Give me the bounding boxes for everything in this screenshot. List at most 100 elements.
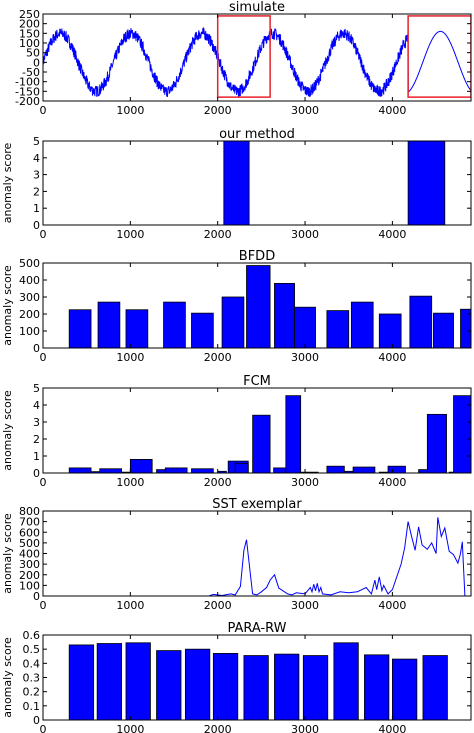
panel-sst-exemplar: 0 1000 2000 3000 4000 01002003004005006007008… [1,497,472,612]
x-tick-label: 4000 [378,476,406,489]
x-tick-label: 3000 [291,104,319,117]
bar-0 [68,309,92,348]
chart-title: our method [219,127,295,142]
bar-1 [96,643,123,720]
bar-6 [243,655,269,720]
plot-area [43,15,471,98]
y-tick-label: 500 [19,537,40,550]
y-tick-label: 100 [19,37,40,50]
y-tick-label: 4 [33,399,40,412]
y-axis-label: anomaly score [1,143,14,224]
y-tick-label: 0.5 [23,643,41,656]
y-tick-label: 150 [19,27,40,40]
chart-title: FCM [243,374,271,389]
bar-6 [164,467,188,473]
x-tick-label: 1000 [116,723,144,733]
x-tick-label: 0 [40,228,47,241]
x-tick-label: 4000 [378,104,406,117]
highlight-box-0 [216,15,271,98]
bar-5 [212,653,239,720]
bar-12 [273,467,287,473]
x-tick-label: 1000 [116,104,144,117]
y-axis-label: anomaly score [1,265,14,346]
series-line-0 [43,26,471,98]
y-tick-label: 0 [33,219,40,232]
x-tick-label: 2000 [204,599,232,612]
axes-frame [42,13,472,102]
bar-9 [326,310,350,348]
y-tick-label: 500 [19,257,40,270]
x-tick-label: 0 [40,599,47,612]
bar-0 [68,467,92,473]
chart-title: BFDD [239,249,275,264]
x-tick-label: 3000 [291,599,319,612]
x-tick-label: 2000 [204,476,232,489]
x-tick-label: 2000 [204,723,232,733]
plot-area [68,395,471,473]
y-tick-label: 300 [19,291,40,304]
x-tick-label: 0 [40,723,47,733]
y-tick-label: 100 [19,325,40,338]
bar-4 [184,648,211,720]
y-tick-label: -50 [22,66,40,79]
bar-9 [333,642,359,720]
x-tick-label: 1000 [116,228,144,241]
x-tick-label: 0 [40,351,47,364]
highlight-box-1 [407,15,471,98]
bar-7 [274,282,295,348]
x-tick-label: 0 [40,104,47,117]
bar-1 [407,141,446,225]
bar-3 [163,301,186,348]
axes-frame [42,262,472,349]
x-tick-label: 2000 [204,228,232,241]
y-tick-label: 0.3 [23,672,41,685]
y-tick-label: 0.4 [23,657,41,670]
bar-7 [191,468,214,473]
plot-area [223,141,446,225]
y-axis-label: anomaly score [1,637,14,718]
y-tick-label: 0 [33,56,40,69]
series-line-0 [43,517,471,596]
y-tick-label: 1 [33,450,40,463]
y-axis-label: anomaly score [1,513,14,594]
y-tick-label: 4 [33,152,40,165]
y-tick-label: 5 [33,382,40,395]
y-tick-label: 250 [19,8,40,21]
axes-frame [42,387,472,474]
bar-1 [97,301,121,348]
y-tick-label: 2 [33,433,40,446]
plot-area [68,642,448,720]
bar-12 [409,295,433,348]
bar-17 [352,466,376,473]
y-tick-label: 200 [19,308,40,321]
y-tick-label: 2 [33,185,40,198]
bar-2 [125,309,149,348]
panel-simulate: 0 1000 2000 3000 4000-200-150-100-5005010015… [15,0,472,117]
bar-7 [274,653,300,720]
y-tick-label: 0 [33,467,40,480]
bar-5 [221,296,245,348]
bar-8 [294,306,316,348]
bar-0 [223,141,250,225]
y-tick-label: 0 [33,590,40,603]
bar-2 [99,468,123,473]
bar-8 [302,655,329,720]
x-tick-label: 1000 [116,351,144,364]
x-tick-label: 3000 [291,351,319,364]
plot-area [68,265,471,348]
y-tick-label: 100 [19,579,40,592]
y-tick-label: -200 [15,95,40,108]
x-tick-label: 4000 [378,351,406,364]
bar-13 [285,395,302,473]
bar-6 [246,265,271,348]
bar-21 [426,413,447,473]
bar-5 [156,469,166,473]
bar-10 [234,463,249,473]
y-tick-label: 5 [33,135,40,148]
x-tick-label: 4000 [378,723,406,733]
x-tick-label: 0 [40,476,47,489]
